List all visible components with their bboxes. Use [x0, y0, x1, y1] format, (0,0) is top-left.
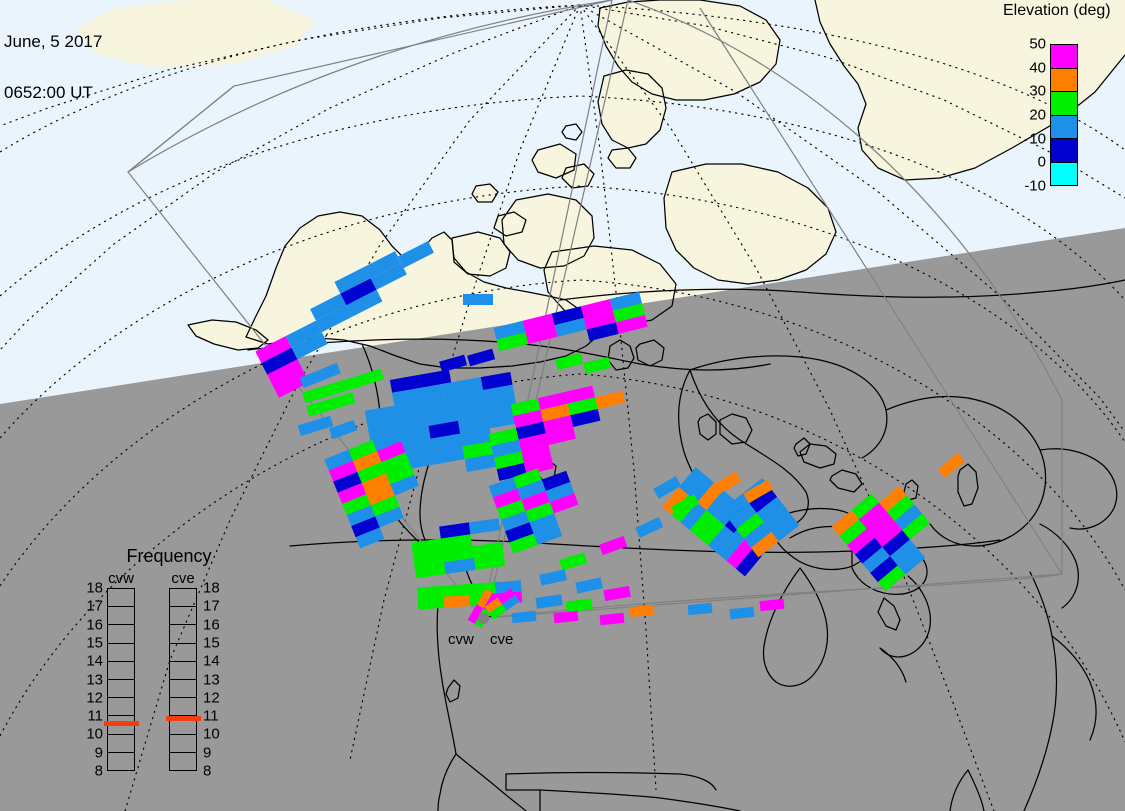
frequency-panel-title: Frequency: [126, 546, 212, 566]
frequency-tick-10: 10: [86, 725, 103, 743]
frequency-column-label-cvw: cvw: [108, 570, 134, 587]
frequency-cell: [170, 698, 196, 717]
frequency-cell: [108, 735, 134, 753]
frequency-cell: [108, 625, 134, 644]
frequency-panel: Frequency cvw cve 18 17 16 15 14 13 12 11 10 9 8 1…: [84, 546, 254, 786]
frequency-scale-cve: [169, 588, 197, 771]
frequency-cell: [108, 644, 134, 662]
frequency-cell: [170, 625, 196, 644]
timestamp-time: 0652:00 UT: [4, 83, 93, 102]
frequency-tick-10: 10: [203, 725, 220, 743]
frequency-tick-15: 15: [203, 634, 220, 652]
frequency-tick-11: 11: [203, 707, 219, 725]
elevation-tick-50: 50: [1029, 35, 1046, 53]
frequency-tick-17: 17: [86, 597, 103, 615]
frequency-tick-14: 14: [86, 652, 103, 670]
elevation-tick-neg10: -10: [1024, 177, 1046, 195]
frequency-cell: [170, 735, 196, 753]
frequency-cell: [108, 607, 134, 626]
frequency-cell: [108, 589, 134, 608]
elevation-tick-0: 0: [1037, 153, 1046, 171]
frequency-cell: [170, 716, 196, 735]
radar-echo-cells: [255, 241, 965, 628]
frequency-cell: [170, 589, 196, 608]
frequency-cell: [170, 644, 196, 662]
frequency-tick-12: 12: [203, 689, 220, 707]
radar-site-label-cvw: cvw: [448, 631, 474, 648]
frequency-cell: [108, 662, 134, 681]
frequency-tick-13: 13: [86, 671, 103, 688]
frequency-tick-8: 8: [94, 762, 103, 780]
elevation-colorbar: [1050, 44, 1078, 186]
frequency-tick-9: 9: [203, 744, 212, 762]
frequency-tick-16: 16: [86, 616, 103, 634]
elevation-band-green: [1051, 92, 1077, 116]
frequency-cell: [108, 680, 134, 699]
frequency-cell: [108, 698, 134, 717]
elevation-tick-30: 30: [1029, 82, 1046, 100]
frequency-cell: [170, 753, 196, 770]
elevation-band-orange: [1051, 68, 1077, 92]
elevation-tick-10: 10: [1029, 130, 1046, 148]
elevation-tick-20: 20: [1029, 106, 1046, 124]
frequency-marker-cve: [166, 715, 201, 721]
timestamp-date: June, 5 2017: [4, 32, 103, 51]
frequency-column-label-cve: cve: [171, 570, 195, 587]
elevation-band-cyan: [1051, 162, 1077, 185]
frequency-tick-15: 15: [86, 634, 103, 652]
frequency-marker-cvw: [104, 720, 139, 726]
frequency-tick-11: 11: [87, 707, 103, 725]
elevation-legend: Elevation (deg) 50 40 30 20 10 0 -10: [1003, 2, 1125, 195]
timestamp: June, 5 2017 0652:00 UT: [4, 0, 102, 135]
elevation-band-light-blue: [1051, 115, 1077, 139]
elevation-legend-title: Elevation (deg): [1003, 2, 1111, 19]
frequency-ticks-cvw: 18 17 16 15 14 13 12 11 10 9 8: [83, 580, 105, 780]
coastlines: [187, 0, 1125, 811]
frequency-tick-18: 18: [86, 579, 103, 597]
frequency-ticks-cve: 18 17 16 15 14 13 12 11 10 9 8: [199, 580, 221, 780]
frequency-tick-8: 8: [203, 762, 212, 780]
frequency-tick-16: 16: [203, 616, 220, 634]
elevation-band-magenta: [1051, 45, 1077, 69]
frequency-tick-17: 17: [203, 597, 220, 615]
elevation-band-dark-blue: [1051, 139, 1077, 163]
frequency-cell: [170, 607, 196, 626]
frequency-tick-14: 14: [203, 652, 220, 670]
frequency-tick-13: 13: [203, 671, 220, 688]
frequency-tick-9: 9: [94, 744, 103, 762]
elevation-tick-40: 40: [1029, 59, 1046, 77]
frequency-cell: [170, 680, 196, 699]
frequency-tick-18: 18: [203, 579, 220, 597]
elevation-legend-ticks: 50 40 30 20 10 0 -10: [1003, 35, 1046, 195]
frequency-cell: [170, 662, 196, 681]
radar-site-marker: [478, 613, 489, 624]
frequency-cell: [108, 753, 134, 770]
frequency-tick-12: 12: [86, 689, 103, 707]
frequency-scale-cvw: [107, 588, 135, 771]
radar-site-label-cve: cve: [490, 631, 514, 648]
frequency-cell: [108, 716, 134, 735]
